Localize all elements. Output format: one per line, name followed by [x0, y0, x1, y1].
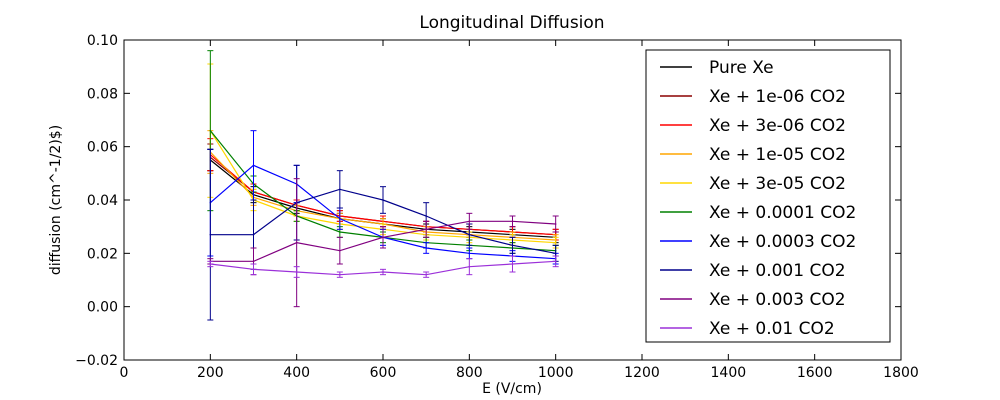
legend: Pure Xe Xe + 1e-06 CO2 Xe + 3e-06 CO2 Xe + … — [645, 49, 891, 343]
data-point — [209, 129, 212, 132]
legend-item: Xe + 1e-05 CO2 — [660, 145, 846, 165]
legend-label: Xe + 0.0003 CO2 — [709, 232, 856, 252]
x-tick-label: 1200 — [624, 365, 660, 381]
legend-item: Pure Xe — [660, 58, 774, 78]
x-axis: 0 200 400 600 800 1000 1200 1400 1600 1800 — [120, 40, 919, 381]
y-tick-label: 0.10 — [87, 33, 118, 49]
y-tick-label: 0.06 — [87, 140, 118, 156]
data-point — [295, 271, 298, 273]
legend-label: Xe + 1e-06 CO2 — [709, 87, 846, 107]
data-point — [252, 233, 255, 236]
legend-item: Xe + 3e-05 CO2 — [660, 174, 846, 194]
legend-item: Xe + 1e-06 CO2 — [660, 87, 846, 107]
data-point — [252, 164, 255, 167]
x-tick-label: 1800 — [883, 365, 919, 381]
data-point — [511, 220, 514, 223]
data-point — [382, 271, 384, 273]
data-point — [339, 249, 341, 252]
data-point — [511, 263, 514, 265]
legend-label: Xe + 3e-06 CO2 — [709, 116, 846, 136]
legend-label: Xe + 0.003 CO2 — [709, 290, 846, 310]
data-point — [425, 228, 427, 231]
series-9 — [207, 255, 559, 278]
data-point — [425, 215, 427, 217]
legend-item: Xe + 3e-06 CO2 — [660, 116, 846, 136]
x-tick-label: 200 — [197, 365, 224, 381]
y-tick-label: 0.00 — [87, 300, 118, 316]
series-layer — [207, 50, 559, 321]
data-point — [295, 241, 298, 244]
data-point — [468, 233, 471, 236]
y-tick-label: 0.02 — [87, 246, 118, 262]
data-point — [554, 223, 557, 225]
y-axis-label: diffusion (cm^-1/2)$) — [48, 125, 64, 275]
data-point — [339, 231, 341, 233]
legend-item: Xe + 0.001 CO2 — [660, 261, 846, 281]
legend-item: Xe + 0.0001 CO2 — [660, 203, 856, 223]
legend-item: Xe + 0.003 CO2 — [660, 290, 846, 310]
x-tick-label: 0 — [120, 365, 129, 381]
chart-title: Longitudinal Diffusion — [419, 13, 604, 33]
legend-box — [645, 49, 891, 343]
legend-item: Xe + 0.01 CO2 — [660, 319, 835, 339]
y-axis: −0.02 0.00 0.02 0.04 0.06 0.08 0.10 — [75, 33, 901, 369]
legend-label: Xe + 0.001 CO2 — [709, 261, 846, 281]
data-point — [425, 247, 427, 249]
x-axis-label: E (V/cm) — [482, 381, 542, 397]
data-point — [252, 260, 255, 263]
x-tick-label: 400 — [283, 365, 310, 381]
data-point — [468, 220, 471, 223]
x-tick-label: 1000 — [538, 365, 574, 381]
legend-label: Xe + 0.01 CO2 — [709, 319, 835, 339]
data-point — [382, 236, 384, 239]
data-point — [382, 199, 384, 201]
legend-item: Xe + 0.0003 CO2 — [660, 232, 856, 252]
x-tick-label: 600 — [370, 365, 397, 381]
data-point — [554, 241, 557, 244]
x-tick-label: 800 — [456, 365, 483, 381]
data-point — [554, 260, 557, 263]
data-point — [339, 217, 341, 220]
data-point — [209, 233, 212, 236]
data-point — [339, 273, 341, 276]
data-point — [468, 265, 471, 268]
legend-label: Xe + 3e-05 CO2 — [709, 174, 846, 194]
series-7 — [207, 148, 559, 321]
x-tick-label: 1600 — [797, 365, 833, 381]
y-tick-label: 0.08 — [87, 86, 118, 102]
y-tick-label: 0.04 — [87, 193, 118, 209]
legend-label: Xe + 1e-05 CO2 — [709, 145, 846, 165]
data-point — [252, 268, 255, 271]
data-point — [209, 263, 212, 265]
legend-label: Pure Xe — [709, 58, 774, 78]
data-point — [511, 244, 514, 247]
y-tick-label: −0.02 — [75, 353, 118, 369]
data-point — [468, 252, 471, 255]
data-point — [554, 252, 557, 255]
data-point — [339, 188, 341, 191]
x-tick-label: 1400 — [711, 365, 747, 381]
legend-label: Xe + 0.0001 CO2 — [709, 203, 856, 223]
data-point — [425, 273, 427, 276]
